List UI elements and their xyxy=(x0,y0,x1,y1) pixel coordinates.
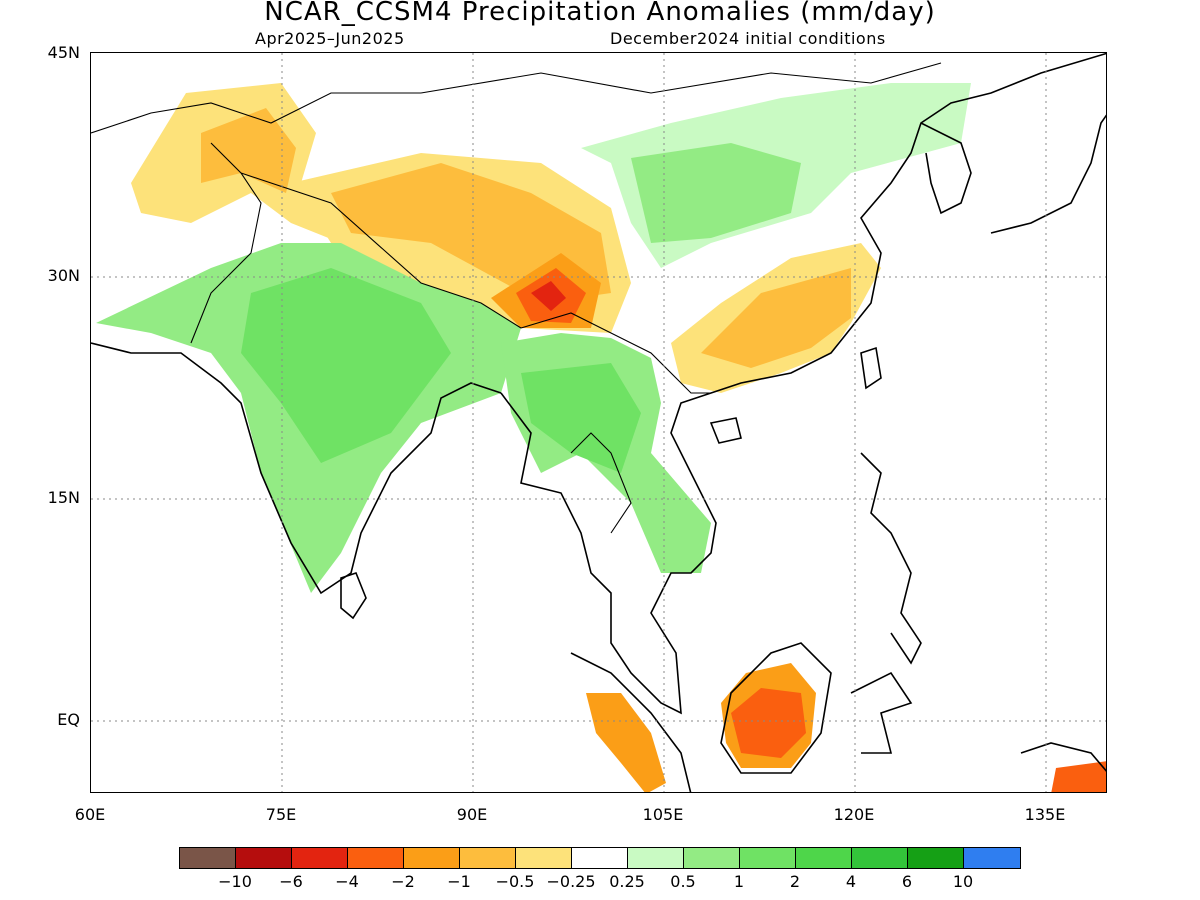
new-guinea-coast xyxy=(1020,742,1106,772)
lat-label-15n: 15N xyxy=(47,488,80,507)
colorbar-label: −10 xyxy=(218,872,252,891)
lon-label-120e: 120E xyxy=(833,805,875,824)
colorbar-swatch xyxy=(740,848,796,868)
border-china-south xyxy=(520,312,711,394)
japan-coast xyxy=(990,114,1106,234)
colorbar-swatch xyxy=(236,848,292,868)
chart-subtitle-period: Apr2025–Jun2025 xyxy=(255,29,405,48)
anomaly-sumatra-dry xyxy=(586,693,666,792)
colorbar-swatch xyxy=(852,848,908,868)
colorbar-label: −1 xyxy=(447,872,471,891)
anomaly-indochina-wet-core xyxy=(521,363,641,473)
border-pakistan-india xyxy=(190,142,262,344)
colorbar-swatch xyxy=(908,848,964,868)
lon-label-75e: 75E xyxy=(265,805,297,824)
colorbar-swatch xyxy=(180,848,236,868)
colorbar-label: 6 xyxy=(901,872,913,891)
colorbar-swatch xyxy=(516,848,572,868)
colorbar-swatch xyxy=(460,848,516,868)
colorbar-label: 0.5 xyxy=(670,872,696,891)
colorbar-label: −2 xyxy=(391,872,415,891)
sumatra-coast xyxy=(570,652,692,792)
sri-lanka-coast xyxy=(340,572,367,620)
hainan-coast xyxy=(709,417,742,444)
sulawesi-coast xyxy=(850,671,913,754)
border-myanmar-thailand xyxy=(570,432,632,534)
chart-subtitle-initial-conditions: December2024 initial conditions xyxy=(610,29,886,48)
colorbar-swatch xyxy=(348,848,404,868)
colorbar xyxy=(179,847,1021,869)
coastlines xyxy=(91,53,1106,792)
lon-label-90e: 90E xyxy=(456,805,488,824)
lat-label-45n: 45N xyxy=(47,43,80,62)
anomaly-nchina-wet-core xyxy=(631,143,801,243)
colorbar-swatch xyxy=(796,848,852,868)
lat-label-30n: 30N xyxy=(47,266,80,285)
taiwan-coast xyxy=(860,346,882,390)
borneo-coast xyxy=(720,642,832,774)
colorbar-label: −6 xyxy=(279,872,303,891)
colorbar-swatch xyxy=(292,848,348,868)
anomaly-borneo-dry-core xyxy=(731,688,806,758)
korea-coast xyxy=(920,122,972,215)
anomaly-pakistan-dry-core xyxy=(201,108,296,193)
colorbar-swatch xyxy=(628,848,684,868)
border-central-asia xyxy=(91,92,421,134)
lon-label-135e: 135E xyxy=(1024,805,1066,824)
colorbar-label: 1 xyxy=(733,872,745,891)
indochina-coast xyxy=(500,53,1106,715)
colorbar-label: 2 xyxy=(789,872,801,891)
lat-label-eq: EQ xyxy=(57,710,80,729)
colorbar-swatch xyxy=(572,848,628,868)
anomaly-sechina-dry-core xyxy=(701,268,851,368)
lon-label-60e: 60E xyxy=(74,805,106,824)
philippines-coast xyxy=(860,452,922,665)
colorbar-label: 10 xyxy=(952,872,974,891)
country-borders xyxy=(91,62,942,534)
colorbar-label: 0.25 xyxy=(609,872,645,891)
colorbar-swatch xyxy=(404,848,460,868)
border-himalaya xyxy=(240,172,522,329)
india-coast xyxy=(91,342,502,595)
colorbar-label: −0.5 xyxy=(495,872,535,891)
map-panel xyxy=(90,52,1107,793)
lon-label-105e: 105E xyxy=(642,805,684,824)
anomaly-shading xyxy=(96,83,1106,792)
gridlines xyxy=(91,53,1106,792)
colorbar-swatch xyxy=(684,848,740,868)
colorbar-swatch xyxy=(964,848,1020,868)
colorbar-label: −0.25 xyxy=(546,872,596,891)
chart-title: NCAR_CCSM4 Precipitation Anomalies (mm/d… xyxy=(264,0,936,27)
border-mongolia xyxy=(420,62,942,94)
map-svg xyxy=(91,53,1106,792)
anomaly-papua-dry xyxy=(1051,761,1106,792)
colorbar-label: 4 xyxy=(845,872,857,891)
anomaly-himalaya-extreme xyxy=(531,281,566,311)
colorbar-label: −4 xyxy=(335,872,359,891)
anomaly-india-wet-core xyxy=(241,268,451,463)
